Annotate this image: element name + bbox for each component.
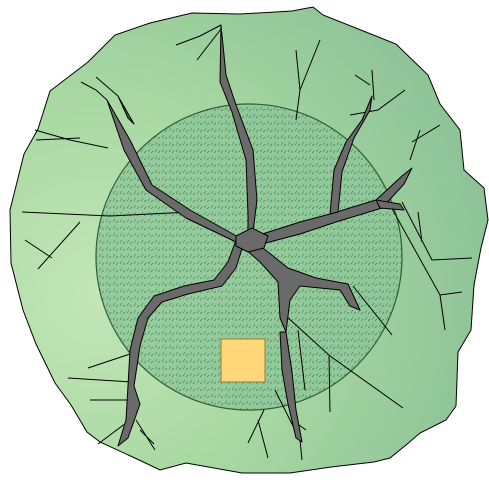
branch-line [139, 429, 155, 445]
branch-line [297, 329, 306, 391]
channel-segment [243, 239, 361, 333]
branch-line [196, 28, 222, 61]
branch-line [417, 211, 423, 243]
branch-line [175, 24, 222, 46]
branch-line [35, 137, 81, 141]
branch-line [411, 124, 441, 143]
branch-line [354, 74, 371, 86]
branch-line [401, 201, 473, 261]
marker-square [220, 338, 266, 383]
core-zone [95, 103, 403, 411]
branch-line [67, 377, 133, 383]
channel-segment [329, 95, 373, 215]
branch-line [80, 81, 108, 101]
thin-branches [21, 24, 473, 461]
branch-line [21, 211, 191, 217]
branch-line [87, 351, 137, 369]
branch-line [247, 409, 265, 444]
branch-line [409, 129, 421, 161]
channel-segment [117, 239, 245, 447]
branch-line [95, 76, 119, 97]
branch-line [285, 315, 404, 409]
branch-line [371, 69, 375, 101]
branch-line [349, 89, 406, 116]
channel-segment [255, 167, 413, 245]
branch-line [257, 419, 269, 459]
channel-network [106, 24, 413, 447]
branch-line [37, 221, 81, 270]
branch-line [352, 285, 393, 336]
channel-segment [117, 95, 135, 125]
channel-segment [279, 331, 303, 443]
branch-line [328, 355, 331, 413]
branch-line [24, 239, 53, 259]
branch-line [34, 129, 109, 149]
channel-hub [235, 227, 269, 253]
branch-line [299, 39, 321, 91]
branch-line [439, 294, 446, 331]
channel-segment [375, 199, 405, 211]
